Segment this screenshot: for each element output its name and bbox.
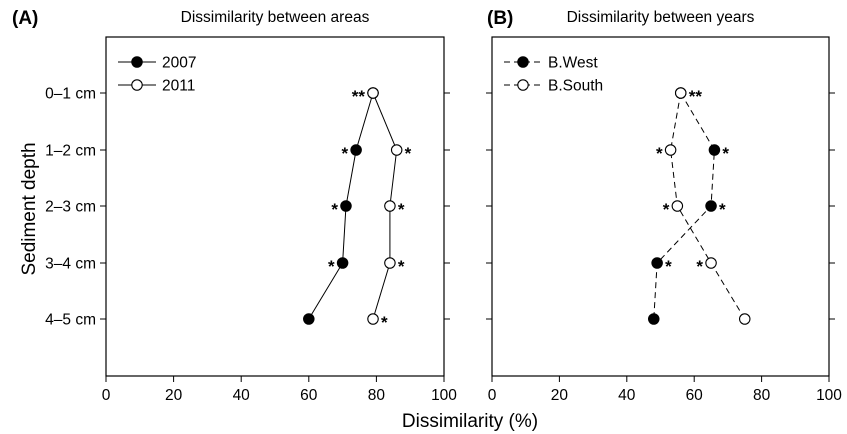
data-point: [350, 144, 362, 156]
significance-mark: *: [331, 200, 338, 219]
data-point: [340, 200, 352, 212]
significance-mark: *: [665, 257, 672, 276]
panel-title: Dissimilarity between years: [567, 9, 755, 26]
x-tick-label: 60: [300, 387, 318, 404]
data-point: [671, 200, 684, 212]
data-point: [674, 87, 687, 99]
legend-label: 2011: [162, 78, 195, 95]
panel-title: Dissimilarity between areas: [181, 9, 370, 26]
significance-mark: *: [341, 144, 348, 163]
significance-mark: *: [398, 200, 405, 219]
legend-marker: [517, 79, 529, 91]
y-tick-label: 4–5 cm: [45, 312, 96, 329]
data-point: [708, 144, 721, 156]
data-point: [384, 200, 396, 212]
plot-frame: [491, 36, 830, 377]
y-tick-label: 1–2 cm: [45, 143, 96, 160]
legend-marker: [131, 79, 143, 91]
x-tick-label: 80: [753, 387, 771, 404]
legend-marker: [131, 56, 143, 68]
significance-mark: *: [696, 257, 703, 276]
data-point: [664, 144, 677, 156]
data-point: [390, 144, 403, 156]
x-tick-label: 40: [233, 387, 251, 404]
data-point: [367, 87, 379, 99]
significance-mark: *: [381, 313, 388, 332]
data-point: [705, 257, 717, 269]
significance-mark: *: [398, 257, 405, 276]
data-point: [648, 313, 660, 325]
significance-mark: *: [405, 144, 412, 163]
y-tick-label: 2–3 cm: [45, 199, 96, 216]
data-point: [336, 257, 349, 269]
x-tick-label: 80: [368, 387, 386, 404]
legend-label: B.South: [548, 78, 603, 95]
legend-label: 2007: [162, 55, 196, 72]
significance-mark: *: [328, 257, 335, 276]
y-axis-label: Sediment depth: [19, 142, 40, 275]
legend-marker: [517, 56, 529, 68]
y-tick-label: 0–1 cm: [45, 86, 96, 103]
x-tick-label: 0: [102, 387, 111, 404]
x-tick-label: 20: [551, 387, 569, 404]
x-tick-label: 100: [816, 387, 842, 404]
data-point: [738, 313, 751, 325]
panel-a: (A) Dissimilarity between areas 0 20 40 60 80 1…: [12, 8, 457, 404]
significance-mark: **: [689, 87, 703, 106]
data-point: [384, 257, 396, 269]
x-axis-label: Dissimilarity (%): [402, 411, 538, 432]
significance-mark: **: [352, 87, 366, 106]
significance-mark: *: [663, 200, 670, 219]
significance-mark: *: [719, 200, 726, 219]
legend-label: B.West: [548, 55, 598, 72]
panel-label: (B): [487, 8, 513, 29]
panel-label: (A): [12, 8, 38, 29]
panel-b: (B) Dissimilarity between years 0 20 40 60 80 1…: [486, 8, 842, 404]
x-tick-label: 40: [618, 387, 636, 404]
data-point: [705, 200, 717, 212]
data-point: [651, 257, 663, 269]
y-tick-label: 3–4 cm: [45, 256, 96, 273]
data-point: [303, 313, 315, 325]
significance-mark: *: [656, 144, 663, 163]
x-tick-label: 60: [686, 387, 704, 404]
significance-mark: *: [722, 144, 729, 163]
x-tick-label: 100: [431, 387, 457, 404]
x-tick-label: 0: [488, 387, 497, 404]
data-point: [367, 313, 379, 325]
x-tick-label: 20: [165, 387, 183, 404]
